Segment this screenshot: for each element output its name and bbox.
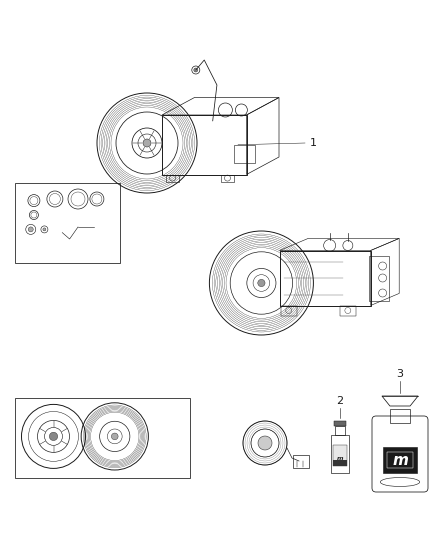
Bar <box>340 305 356 316</box>
Bar <box>279 251 371 305</box>
Bar <box>162 115 247 174</box>
Bar <box>221 174 234 182</box>
Circle shape <box>111 433 118 440</box>
Text: 2: 2 <box>336 396 343 406</box>
Bar <box>387 451 413 469</box>
Bar <box>281 305 297 316</box>
Bar <box>369 255 389 301</box>
Text: 3: 3 <box>396 369 403 379</box>
Bar <box>390 409 410 423</box>
Circle shape <box>194 68 198 72</box>
Circle shape <box>49 432 58 441</box>
Bar <box>234 145 255 163</box>
Circle shape <box>258 436 272 450</box>
Circle shape <box>28 227 33 232</box>
Bar <box>293 455 309 468</box>
Circle shape <box>258 279 265 287</box>
Bar <box>15 398 190 478</box>
Text: m: m <box>392 453 408 467</box>
Bar <box>334 421 346 426</box>
Text: m: m <box>337 456 343 461</box>
Circle shape <box>43 228 46 231</box>
Bar <box>333 461 347 466</box>
Text: 1: 1 <box>310 138 317 148</box>
Bar <box>383 447 417 473</box>
Bar <box>333 445 347 466</box>
Bar <box>166 174 179 182</box>
Bar <box>331 435 349 473</box>
Bar <box>15 183 120 263</box>
Bar <box>335 426 345 435</box>
Circle shape <box>143 139 151 147</box>
